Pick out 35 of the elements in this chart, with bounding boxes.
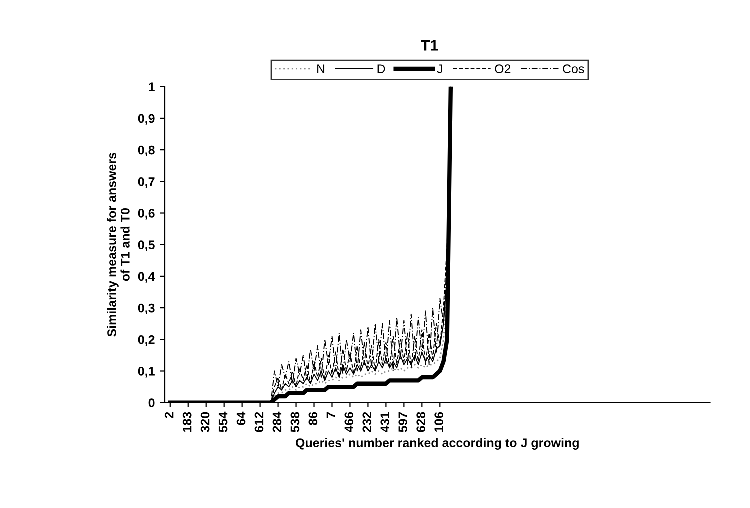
x-tick-label: 431 <box>380 412 390 433</box>
x-tick-label: 232 <box>362 412 372 432</box>
x-tick-label: 284 <box>272 412 282 432</box>
x-tick-label: 612 <box>254 412 264 432</box>
y-tick-label: 0,8 <box>138 146 155 157</box>
legend-label: N <box>318 64 325 74</box>
legend-label: D <box>378 64 386 74</box>
x-tick-label: 538 <box>290 412 300 432</box>
x-tick-label: 466 <box>344 412 354 433</box>
x-tick-label: 320 <box>200 412 210 432</box>
chart-title: T1 <box>421 40 438 51</box>
y-tick-label: 0,5 <box>138 240 155 252</box>
y-tick-label: 0,9 <box>138 114 155 125</box>
y-tick-label: 0,1 <box>138 367 155 378</box>
y-tick-label: 0,4 <box>138 272 156 283</box>
x-tick-label: 554 <box>218 412 228 432</box>
y-tick-label: 0,7 <box>138 177 155 188</box>
y-tick-label: 1 <box>149 82 155 92</box>
legend-label: Cos <box>563 64 584 74</box>
y-axis-title: Similarity measure for answers of T1 and T0 <box>107 152 130 337</box>
x-axis-title: Queries' number ranked according to J growing <box>296 438 579 450</box>
x-tick-label: 597 <box>398 412 408 432</box>
x-tick-label: 183 <box>182 412 192 432</box>
y-tick-label: 0,3 <box>138 304 155 315</box>
y-tick-label: 0 <box>148 398 155 408</box>
legend-label: O2 <box>495 64 511 74</box>
x-tick-label: 2 <box>164 412 174 418</box>
x-tick-label: 86 <box>308 412 318 426</box>
y-tick-label: 0,2 <box>138 335 155 346</box>
x-tick-label: 628 <box>416 412 426 432</box>
legend-label: J <box>437 64 442 74</box>
y-tick-label: 0,6 <box>138 209 155 220</box>
x-tick-label: 106 <box>434 412 444 432</box>
x-tick-label: 64 <box>236 412 246 426</box>
x-tick-label: 7 <box>326 412 336 418</box>
